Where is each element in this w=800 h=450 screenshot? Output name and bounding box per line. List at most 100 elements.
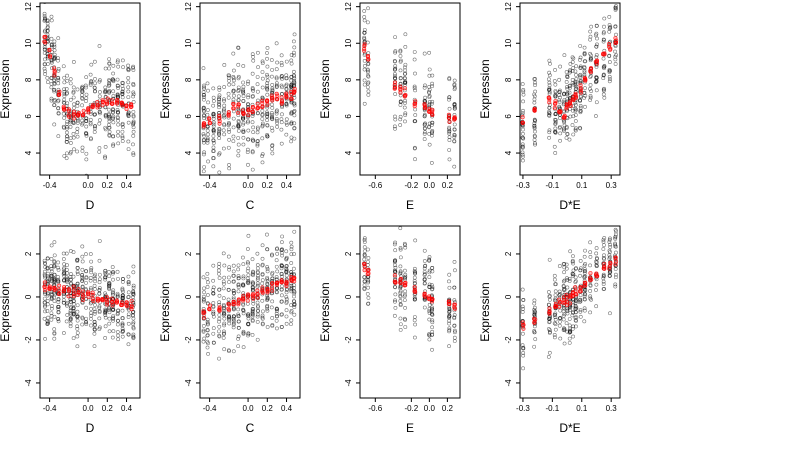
observed-point <box>65 126 69 131</box>
observed-point <box>246 273 251 278</box>
fitted-point <box>412 287 417 293</box>
fitted-point <box>61 289 66 294</box>
observed-point <box>362 78 367 83</box>
observed-point <box>250 120 255 125</box>
fitted-point <box>568 99 573 104</box>
fitted-point <box>578 86 583 91</box>
observed-point <box>52 253 57 258</box>
observed-point <box>221 279 226 284</box>
x-tick-label: -0.3 <box>516 181 530 190</box>
observed-point <box>126 342 131 347</box>
observed-point <box>231 279 236 284</box>
observed-point <box>532 298 537 303</box>
observed-point <box>250 150 255 155</box>
observed-point <box>251 273 255 278</box>
observed-point <box>284 73 289 78</box>
fitted-point <box>80 289 85 294</box>
x-tick-label: -0.1 <box>545 181 559 190</box>
observed-point <box>561 317 566 322</box>
observed-point <box>430 312 435 317</box>
observed-point <box>413 113 418 117</box>
observed-point <box>548 293 552 298</box>
fitted-point <box>250 293 255 298</box>
observed-point <box>116 109 120 114</box>
plot-frame <box>359 225 461 399</box>
observed-point <box>226 254 231 259</box>
observed-point <box>607 273 612 278</box>
observed-point <box>227 78 231 83</box>
observed-point <box>532 307 537 312</box>
observed-point <box>292 294 296 299</box>
observed-point <box>578 57 582 62</box>
observed-point <box>106 270 111 274</box>
observed-point <box>251 307 256 311</box>
observed-point <box>75 324 80 329</box>
observed-point <box>106 122 111 127</box>
observed-point <box>221 286 226 291</box>
observed-point <box>250 102 255 107</box>
observed-point <box>573 126 578 130</box>
observed-point <box>107 133 112 138</box>
observed-point <box>65 101 70 106</box>
observed-point <box>93 89 97 94</box>
observed-point <box>567 336 572 341</box>
observed-point <box>289 303 294 308</box>
observed-point <box>583 269 587 273</box>
fitted-point <box>47 53 52 58</box>
observed-point <box>92 307 97 312</box>
observed-point <box>403 245 408 250</box>
observed-point <box>126 332 131 337</box>
observed-point <box>582 65 587 69</box>
observed-point <box>46 291 50 296</box>
observed-point <box>547 109 551 114</box>
observed-point <box>205 321 210 326</box>
observed-point <box>75 330 80 335</box>
observed-point <box>43 18 47 23</box>
observed-point <box>393 75 397 80</box>
observed-point <box>107 115 112 120</box>
observed-point <box>573 106 578 111</box>
observed-point <box>601 237 606 242</box>
observed-point <box>557 77 562 82</box>
observed-point <box>52 52 57 57</box>
observed-point <box>265 232 269 237</box>
observed-point <box>80 300 85 305</box>
observed-point <box>292 109 296 114</box>
observed-point <box>552 333 557 337</box>
observed-point <box>562 53 567 58</box>
observed-point <box>532 330 537 335</box>
observed-point <box>56 111 61 116</box>
observed-point <box>270 91 275 96</box>
observed-point <box>75 270 80 274</box>
observed-point <box>423 95 428 100</box>
observed-point <box>601 31 606 36</box>
observed-point <box>265 118 269 123</box>
fitted-point <box>86 108 91 113</box>
observed-point <box>285 283 289 288</box>
observed-point <box>285 287 289 292</box>
observed-point <box>565 278 570 282</box>
observed-point <box>202 97 206 102</box>
observed-point <box>80 85 84 90</box>
observed-point <box>43 309 47 314</box>
observed-point <box>97 327 102 331</box>
observed-point <box>557 264 562 268</box>
observed-point <box>103 291 107 296</box>
observed-point <box>553 90 558 95</box>
observed-point <box>362 237 367 242</box>
observed-point <box>75 126 80 131</box>
observed-point <box>574 64 579 69</box>
observed-point <box>217 170 222 175</box>
observed-point <box>583 93 588 98</box>
observed-point <box>260 315 265 320</box>
observed-point <box>547 128 552 133</box>
observed-point <box>205 301 210 306</box>
observed-point <box>594 31 599 36</box>
fitted-point <box>265 98 270 103</box>
observed-point <box>131 270 136 275</box>
fitted-point <box>124 103 129 108</box>
observed-point <box>265 78 270 83</box>
observed-point <box>583 104 587 109</box>
observed-point <box>120 122 125 127</box>
observed-point <box>56 297 61 301</box>
